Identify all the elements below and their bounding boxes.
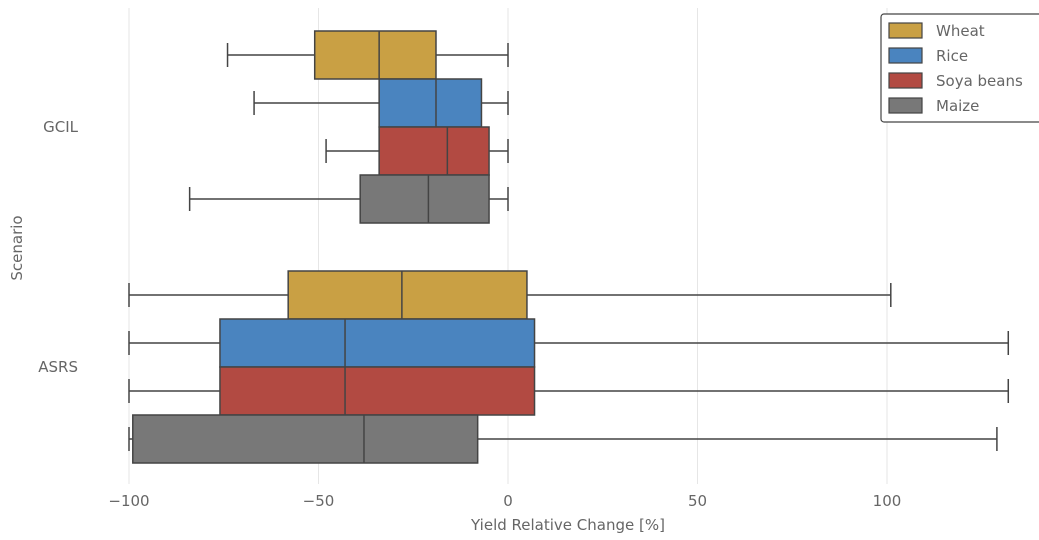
box-iqr (132, 414, 479, 464)
legend-swatch-soya-beans (888, 72, 923, 89)
legend-label-maize: Maize (936, 97, 979, 115)
y-axis-title: Scenario (8, 215, 26, 280)
x-axis-title: Yield Relative Change [%] (470, 516, 665, 534)
x-tick-label: 50 (688, 492, 707, 510)
box-iqr (378, 78, 483, 128)
x-tick-label: 100 (873, 492, 902, 510)
box-soya-beans-asrs (128, 366, 1010, 416)
box-maize-gcil (188, 174, 509, 224)
box-iqr (287, 270, 528, 320)
y-axis-categories: GCIL ASRS (38, 118, 78, 376)
box-rice-gcil (253, 78, 509, 128)
x-tick-label: −100 (108, 492, 149, 510)
x-tick-label: 0 (503, 492, 513, 510)
box-plots (128, 30, 1010, 464)
legend: Wheat Rice Soya beans Maize (880, 13, 1039, 123)
legend-label-rice: Rice (936, 47, 968, 65)
legend-frame (880, 13, 1039, 123)
box-soya-beans-gcil (325, 126, 509, 176)
box-iqr (378, 126, 490, 176)
box-iqr (219, 366, 536, 416)
x-tick-label: −50 (303, 492, 335, 510)
category-label-asrs: ASRS (38, 358, 78, 376)
legend-swatch-wheat (888, 22, 923, 39)
box-wheat-gcil (226, 30, 509, 80)
legend-swatch-maize (888, 97, 923, 114)
legend-label-soya-beans: Soya beans (936, 72, 1023, 90)
box-iqr (359, 174, 490, 224)
box-wheat-asrs (128, 270, 892, 320)
box-iqr (313, 30, 437, 80)
box-iqr (219, 318, 536, 368)
legend-swatch-rice (888, 47, 923, 64)
x-axis-ticks: −100 −50 0 50 100 (108, 492, 901, 510)
box-maize-asrs (128, 414, 998, 464)
legend-label-wheat: Wheat (936, 22, 985, 40)
category-label-gcil: GCIL (43, 118, 79, 136)
box-rice-asrs (128, 318, 1010, 368)
